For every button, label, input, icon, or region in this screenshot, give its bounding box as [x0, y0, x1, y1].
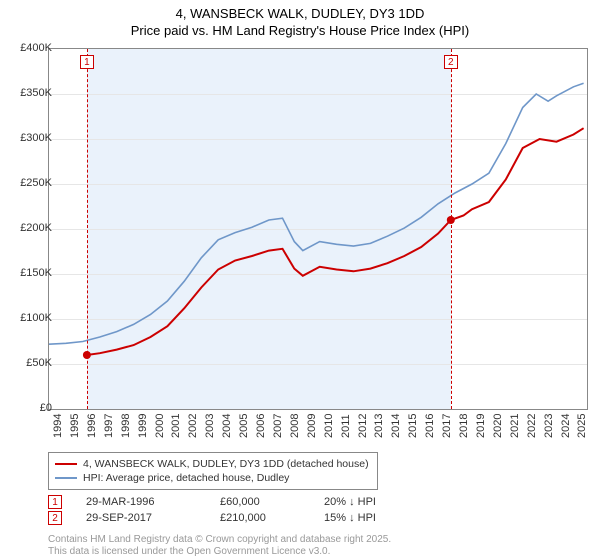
x-tick-label: 2000 [154, 414, 166, 438]
x-tick-label: 2001 [170, 414, 182, 438]
x-tick-label: 2014 [390, 414, 402, 438]
y-tick-label: £350K [8, 87, 52, 99]
chart-marker-badge: 1 [80, 55, 94, 69]
x-tick-label: 2023 [543, 414, 555, 438]
title-line2: Price paid vs. HM Land Registry's House … [0, 23, 600, 38]
legend-swatch-property [55, 463, 77, 465]
chart-plot-area: 12 [48, 48, 588, 410]
title-line1: 4, WANSBECK WALK, DUDLEY, DY3 1DD [0, 6, 600, 21]
x-tick-label: 2025 [576, 414, 588, 438]
legend-label-property: 4, WANSBECK WALK, DUDLEY, DY3 1DD (detac… [83, 458, 369, 470]
event-price-2: £210,000 [220, 512, 300, 524]
x-tick-label: 2021 [509, 414, 521, 438]
x-tick-label: 2006 [255, 414, 267, 438]
x-tick-label: 2015 [407, 414, 419, 438]
footer-line1: Contains HM Land Registry data © Crown c… [48, 534, 391, 546]
x-tick-label: 2007 [272, 414, 284, 438]
legend-item-hpi: HPI: Average price, detached house, Dudl… [55, 471, 371, 485]
x-tick-label: 2005 [238, 414, 250, 438]
x-tick-label: 2020 [492, 414, 504, 438]
footer: Contains HM Land Registry data © Crown c… [48, 534, 391, 557]
event-row-2: 2 29-SEP-2017 £210,000 15% ↓ HPI [48, 510, 414, 526]
x-tick-label: 2002 [187, 414, 199, 438]
event-row-1: 1 29-MAR-1996 £60,000 20% ↓ HPI [48, 494, 414, 510]
x-tick-label: 1995 [69, 414, 81, 438]
event-date-2: 29-SEP-2017 [86, 512, 196, 524]
y-tick-label: £300K [8, 132, 52, 144]
event-diff-2: 15% ↓ HPI [324, 512, 414, 524]
x-tick-label: 2017 [441, 414, 453, 438]
x-tick-label: 2008 [289, 414, 301, 438]
chart-svg [49, 49, 587, 409]
x-tick-label: 2013 [373, 414, 385, 438]
event-badge-2: 2 [48, 511, 62, 525]
x-tick-label: 2019 [475, 414, 487, 438]
x-tick-label: 2011 [340, 414, 352, 438]
x-tick-label: 2003 [204, 414, 216, 438]
y-tick-label: £200K [8, 222, 52, 234]
y-tick-label: £100K [8, 312, 52, 324]
x-tick-label: 1996 [86, 414, 98, 438]
x-tick-label: 1999 [137, 414, 149, 438]
x-tick-label: 2010 [323, 414, 335, 438]
series-property [87, 128, 584, 355]
x-tick-label: 2012 [357, 414, 369, 438]
y-tick-label: £400K [8, 42, 52, 54]
x-tick-label: 2024 [560, 414, 572, 438]
legend-label-hpi: HPI: Average price, detached house, Dudl… [83, 472, 289, 484]
chart-title-block: 4, WANSBECK WALK, DUDLEY, DY3 1DD Price … [0, 0, 600, 38]
x-tick-label: 2018 [458, 414, 470, 438]
series-hpi [49, 83, 584, 344]
event-price-1: £60,000 [220, 496, 300, 508]
legend: 4, WANSBECK WALK, DUDLEY, DY3 1DD (detac… [48, 452, 378, 490]
y-tick-label: £0 [8, 402, 52, 414]
footer-line2: This data is licensed under the Open Gov… [48, 546, 391, 558]
legend-item-property: 4, WANSBECK WALK, DUDLEY, DY3 1DD (detac… [55, 457, 371, 471]
event-list: 1 29-MAR-1996 £60,000 20% ↓ HPI 2 29-SEP… [48, 494, 414, 526]
legend-swatch-hpi [55, 477, 77, 479]
event-badge-1: 1 [48, 495, 62, 509]
x-tick-label: 2004 [221, 414, 233, 438]
x-tick-label: 2009 [306, 414, 318, 438]
x-tick-label: 1997 [103, 414, 115, 438]
x-tick-label: 1998 [120, 414, 132, 438]
y-tick-label: £150K [8, 267, 52, 279]
x-tick-label: 1994 [52, 414, 64, 438]
x-tick-label: 2016 [424, 414, 436, 438]
chart-marker-badge: 2 [444, 55, 458, 69]
event-date-1: 29-MAR-1996 [86, 496, 196, 508]
y-tick-label: £50K [8, 357, 52, 369]
event-diff-1: 20% ↓ HPI [324, 496, 414, 508]
y-tick-label: £250K [8, 177, 52, 189]
x-tick-label: 2022 [526, 414, 538, 438]
